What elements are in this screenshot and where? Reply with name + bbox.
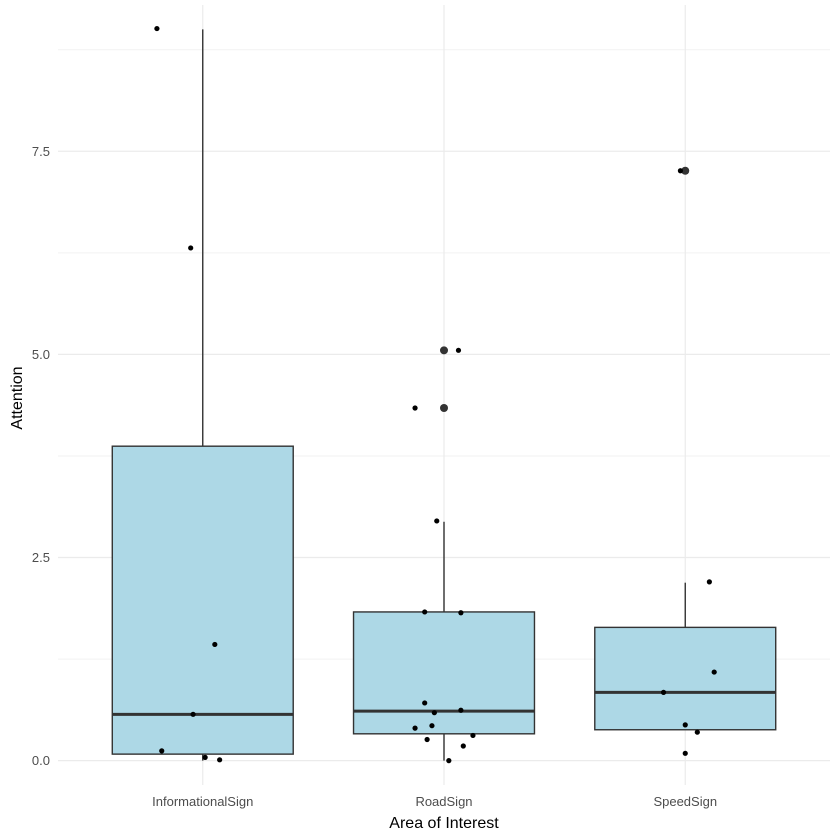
x-tick-labels: InformationalSign RoadSign SpeedSign xyxy=(152,794,717,809)
jitter-point xyxy=(711,669,717,675)
jitter-point xyxy=(694,729,700,735)
jitter-point xyxy=(429,723,435,729)
outlier-point xyxy=(681,166,690,175)
jitter-point xyxy=(422,609,428,615)
box-iqr xyxy=(594,626,777,731)
jitter-point xyxy=(446,758,452,764)
jitter-point xyxy=(212,641,218,648)
x-tick-label: RoadSign xyxy=(415,794,472,809)
jitter-point xyxy=(412,725,418,731)
points-layer xyxy=(154,25,717,764)
jitter-point xyxy=(154,25,160,32)
box-iqr xyxy=(352,611,536,735)
outlier-point xyxy=(440,346,448,355)
jitter-point xyxy=(458,610,464,616)
y-tick-labels: 0.0 2.5 5.0 7.5 xyxy=(32,144,50,768)
jitter-point xyxy=(706,579,712,585)
jitter-point xyxy=(412,405,418,411)
jitter-point xyxy=(190,711,196,717)
x-tick-label: InformationalSign xyxy=(152,794,253,809)
y-tick-label: 7.5 xyxy=(32,144,50,159)
box-layer xyxy=(111,29,777,761)
jitter-point xyxy=(188,245,194,251)
y-tick-label: 5.0 xyxy=(32,347,50,362)
jitter-point xyxy=(682,722,688,728)
jitter-point xyxy=(434,518,440,524)
jitter-point xyxy=(424,736,430,743)
box-iqr xyxy=(111,445,294,755)
jitter-point xyxy=(217,757,223,763)
jitter-point xyxy=(460,743,466,749)
y-axis-title: Attention xyxy=(9,366,26,429)
y-tick-label: 0.0 xyxy=(32,753,50,768)
jitter-point xyxy=(431,710,437,716)
jitter-point xyxy=(470,732,476,739)
jitter-point xyxy=(677,168,684,174)
outlier-point xyxy=(440,404,448,412)
jitter-point xyxy=(455,347,462,353)
jitter-point xyxy=(159,748,165,754)
jitter-point xyxy=(422,700,428,706)
x-tick-label: SpeedSign xyxy=(653,794,717,809)
jitter-point xyxy=(682,750,688,756)
jitter-point xyxy=(458,707,464,713)
jitter-point xyxy=(202,754,208,760)
y-tick-label: 2.5 xyxy=(32,550,50,565)
jitter-point xyxy=(660,689,667,695)
x-axis-title: Area of Interest xyxy=(389,815,499,832)
